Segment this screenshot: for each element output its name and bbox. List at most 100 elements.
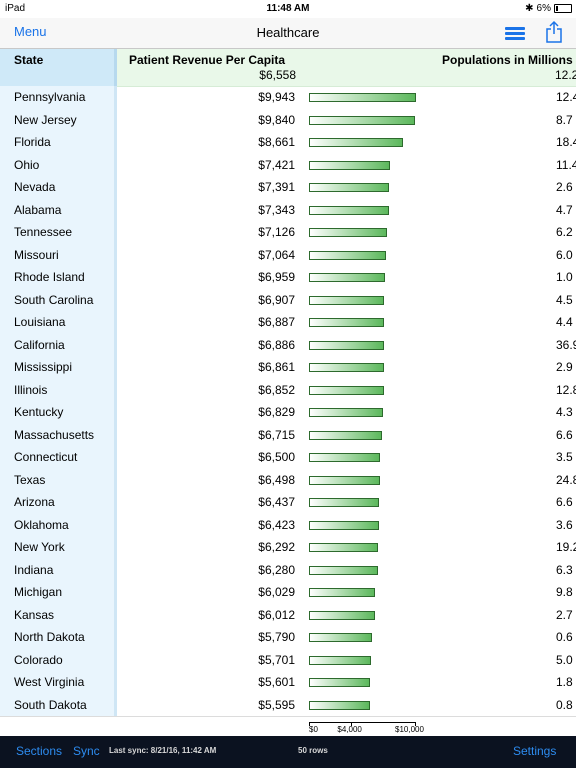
population-value: 1.8 — [556, 675, 573, 689]
population-value: 2.6 — [556, 180, 573, 194]
revenue-value: $7,064 — [258, 247, 295, 262]
table-row[interactable]: South Carolina $6,907 4.5 — [0, 289, 576, 312]
table-row[interactable]: Alabama $7,343 4.7 — [0, 199, 576, 222]
revenue-bar — [309, 363, 384, 372]
state-name: Kansas — [14, 607, 55, 622]
state-name: Illinois — [14, 382, 48, 397]
population-value: 1.0 — [556, 270, 573, 284]
table-row[interactable]: Ohio $7,421 11.4 — [0, 154, 576, 177]
table-row[interactable]: South Dakota $5,595 0.8 — [0, 694, 576, 717]
state-name: Ohio — [14, 157, 40, 172]
metrics-header: Patient Revenue Per Capita $6,558 Popula… — [117, 49, 576, 87]
table-row[interactable]: Florida $8,661 18.4 — [0, 131, 576, 154]
table-row[interactable]: Kansas $6,012 2.7 — [0, 604, 576, 627]
table-row[interactable]: Pennsylvania $9,943 12.4 — [0, 86, 576, 109]
last-sync-label: Last sync: 8/21/16, 11:42 AM — [109, 746, 217, 755]
table-row[interactable]: Missouri $7,064 6.0 — [0, 244, 576, 267]
population-value: 6.0 — [556, 247, 573, 262]
table-row[interactable]: New York $6,292 19.2 — [0, 536, 576, 559]
state-name: Alabama — [14, 202, 62, 217]
axis-tick-label: $0 — [309, 725, 318, 734]
revenue-axis: $0 $4,000 $10,000 — [0, 716, 576, 737]
population-value: 5.0 — [556, 652, 573, 667]
axis-tick-label: $10,000 — [395, 725, 424, 734]
settings-button[interactable]: Settings — [513, 744, 557, 758]
population-total: 12.2 — [555, 68, 576, 82]
state-header-label: State — [14, 53, 44, 67]
revenue-value: $6,280 — [258, 562, 295, 577]
state-name: Nevada — [14, 180, 56, 194]
table-row[interactable]: Illinois $6,852 12.8 — [0, 379, 576, 402]
battery-percent: 6% — [536, 3, 551, 14]
table-row[interactable]: Connecticut $6,500 3.5 — [0, 446, 576, 469]
sections-button[interactable]: Sections — [16, 744, 63, 758]
population-value: 3.6 — [556, 517, 573, 532]
table-row[interactable]: Nevada $7,391 2.6 — [0, 176, 576, 199]
axis-tick — [309, 722, 310, 726]
table-row[interactable]: Tennessee $7,126 6.2 — [0, 221, 576, 244]
state-name: Florida — [14, 135, 51, 149]
table-row[interactable]: Texas $6,498 24.8 — [0, 469, 576, 492]
bluetooth-icon: ✱ — [525, 3, 534, 14]
table-row[interactable]: Kentucky $6,829 4.3 — [0, 401, 576, 424]
revenue-bar — [309, 543, 378, 552]
status-right: ✱ 6% — [525, 3, 572, 14]
table-row[interactable]: North Dakota $5,790 0.6 — [0, 626, 576, 649]
table-row[interactable]: West Virginia $5,601 1.8 — [0, 671, 576, 694]
revenue-bar — [309, 205, 389, 215]
population-value: 11.4 — [556, 157, 576, 172]
status-bar: iPad 11:48 AM ✱ 6% — [0, 0, 576, 18]
sync-button[interactable]: Sync — [73, 744, 100, 758]
table-row[interactable]: New Jersey $9,840 8.7 — [0, 109, 576, 132]
revenue-value: $9,840 — [258, 112, 295, 127]
revenue-value: $6,423 — [258, 517, 295, 532]
table-row[interactable]: Louisiana $6,887 4.4 — [0, 311, 576, 334]
data-table[interactable]: Pennsylvania $9,943 12.4 New Jersey $9,840 8.… — [0, 86, 576, 716]
share-icon[interactable] — [545, 20, 563, 44]
state-name: California — [14, 337, 65, 352]
revenue-value: $6,861 — [258, 360, 295, 374]
revenue-value: $9,943 — [258, 90, 295, 104]
population-value: 6.3 — [556, 562, 573, 577]
revenue-value: $6,292 — [258, 540, 295, 554]
state-column-background — [0, 86, 117, 716]
revenue-value: $5,790 — [258, 630, 295, 644]
revenue-bar — [309, 273, 385, 282]
population-value: 12.4 — [556, 90, 576, 104]
state-name: Pennsylvania — [14, 90, 86, 104]
table-row[interactable]: Michigan $6,029 9.8 — [0, 581, 576, 604]
table-row[interactable]: Mississippi $6,861 2.9 — [0, 356, 576, 379]
revenue-bar — [309, 520, 379, 530]
revenue-bar — [309, 228, 387, 237]
axis-line — [309, 722, 415, 723]
clock: 11:48 AM — [266, 3, 310, 14]
table-row[interactable]: California $6,886 36.9 — [0, 334, 576, 357]
revenue-bar — [309, 138, 403, 147]
table-row[interactable]: Indiana $6,280 6.3 — [0, 559, 576, 582]
state-name: New Jersey — [14, 112, 77, 127]
table-row[interactable]: Massachusetts $6,715 6.6 — [0, 424, 576, 447]
table-row[interactable]: Colorado $5,701 5.0 — [0, 649, 576, 672]
revenue-value: $6,829 — [258, 405, 295, 419]
table-row[interactable]: Arizona $6,437 6.6 — [0, 491, 576, 514]
state-name: North Dakota — [14, 630, 85, 644]
revenue-value: $5,701 — [258, 652, 295, 667]
state-column-header[interactable]: State — [0, 49, 117, 86]
table-row[interactable]: Oklahoma $6,423 3.6 — [0, 514, 576, 537]
table-row[interactable]: Rhode Island $6,959 1.0 — [0, 266, 576, 289]
population-value: 9.8 — [556, 585, 573, 599]
population-value: 12.8 — [556, 382, 576, 397]
list-icon[interactable] — [505, 27, 525, 41]
revenue-bar — [309, 385, 384, 395]
revenue-bar — [309, 318, 384, 327]
revenue-bar — [309, 678, 370, 687]
revenue-column-header[interactable]: Patient Revenue Per Capita — [129, 53, 286, 67]
revenue-bar — [309, 700, 370, 710]
population-column-header[interactable]: Populations in Millions — [442, 53, 573, 67]
revenue-value: $6,437 — [258, 495, 295, 509]
revenue-bar — [309, 250, 386, 260]
menu-button[interactable]: Menu — [14, 24, 47, 39]
revenue-bar — [309, 498, 379, 507]
revenue-bar — [309, 183, 389, 192]
state-name: Michigan — [14, 585, 63, 599]
